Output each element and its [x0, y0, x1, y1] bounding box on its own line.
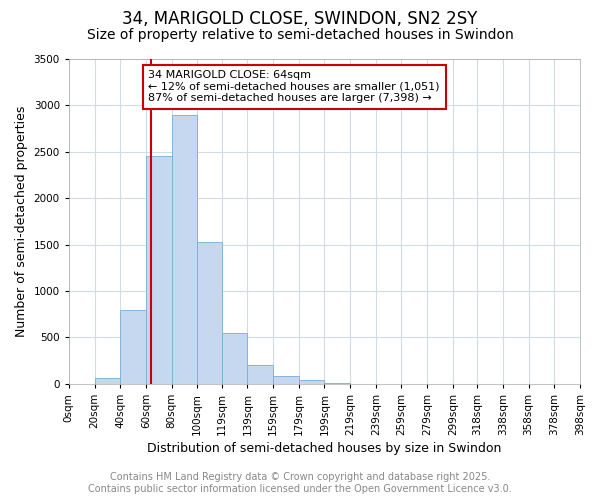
- Text: Contains HM Land Registry data © Crown copyright and database right 2025.
Contai: Contains HM Land Registry data © Crown c…: [88, 472, 512, 494]
- Y-axis label: Number of semi-detached properties: Number of semi-detached properties: [15, 106, 28, 337]
- Bar: [172, 114, 197, 384]
- X-axis label: Distribution of semi-detached houses by size in Swindon: Distribution of semi-detached houses by …: [147, 442, 502, 455]
- Bar: [146, 156, 172, 384]
- Bar: [247, 366, 273, 384]
- Bar: [120, 310, 146, 384]
- Bar: [299, 380, 325, 384]
- Bar: [95, 378, 120, 384]
- Text: Size of property relative to semi-detached houses in Swindon: Size of property relative to semi-detach…: [86, 28, 514, 42]
- Text: 34 MARIGOLD CLOSE: 64sqm
← 12% of semi-detached houses are smaller (1,051)
87% o: 34 MARIGOLD CLOSE: 64sqm ← 12% of semi-d…: [148, 70, 440, 103]
- Bar: [221, 333, 247, 384]
- Bar: [197, 242, 221, 384]
- Bar: [273, 376, 299, 384]
- Text: 34, MARIGOLD CLOSE, SWINDON, SN2 2SY: 34, MARIGOLD CLOSE, SWINDON, SN2 2SY: [122, 10, 478, 28]
